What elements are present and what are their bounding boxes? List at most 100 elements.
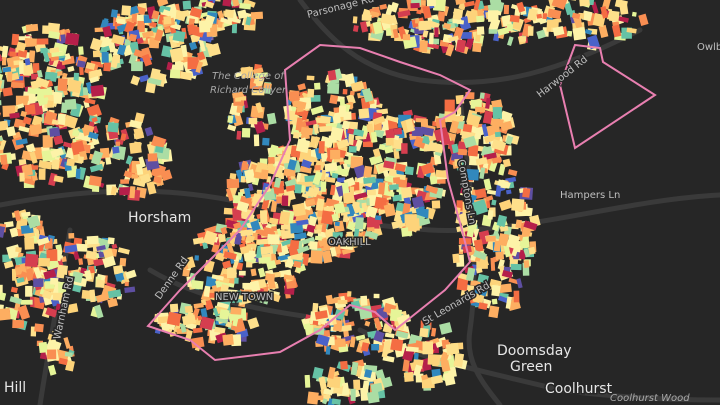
building xyxy=(196,51,206,61)
building xyxy=(400,186,413,199)
building xyxy=(169,303,179,313)
building xyxy=(521,226,532,240)
building xyxy=(131,173,139,179)
building xyxy=(24,58,31,66)
building xyxy=(523,248,530,258)
building xyxy=(56,37,64,49)
building xyxy=(319,125,333,133)
building xyxy=(499,225,509,232)
building xyxy=(496,214,508,227)
building xyxy=(184,305,194,313)
building xyxy=(310,250,323,264)
building xyxy=(373,293,380,299)
building xyxy=(375,369,386,381)
building xyxy=(1,45,9,58)
building xyxy=(330,149,341,160)
building xyxy=(0,292,7,301)
building xyxy=(402,203,411,216)
poi-label: The College of xyxy=(212,71,285,82)
building xyxy=(214,326,226,334)
building xyxy=(66,303,79,314)
building xyxy=(363,176,377,184)
building xyxy=(350,361,359,376)
building xyxy=(253,75,265,86)
building xyxy=(195,61,204,74)
building xyxy=(331,213,340,222)
building xyxy=(89,75,100,84)
building xyxy=(369,154,383,166)
building xyxy=(457,148,468,156)
building xyxy=(491,199,497,206)
building xyxy=(296,219,309,226)
building xyxy=(28,50,36,63)
building xyxy=(551,0,568,10)
building xyxy=(411,195,425,209)
building xyxy=(527,8,538,21)
building xyxy=(241,128,251,138)
building xyxy=(302,115,307,121)
building xyxy=(364,230,379,240)
building xyxy=(419,126,434,137)
district-label: NEW TOWN xyxy=(215,292,273,303)
building xyxy=(24,104,36,115)
building xyxy=(481,123,489,137)
building xyxy=(378,182,386,195)
building xyxy=(291,114,300,126)
building xyxy=(566,30,573,37)
building xyxy=(444,99,455,112)
building xyxy=(36,69,43,78)
building xyxy=(78,46,84,55)
building xyxy=(326,375,341,389)
building xyxy=(0,307,11,321)
building xyxy=(346,221,357,231)
building xyxy=(15,138,28,146)
building xyxy=(172,30,186,43)
building xyxy=(321,223,327,233)
building xyxy=(237,9,248,19)
building xyxy=(309,241,318,250)
building xyxy=(251,193,262,208)
building xyxy=(120,179,129,184)
building xyxy=(621,27,632,39)
building xyxy=(66,79,82,94)
building xyxy=(329,246,337,257)
building xyxy=(396,314,412,325)
building xyxy=(331,172,339,179)
building xyxy=(312,366,324,380)
building xyxy=(472,42,482,53)
building xyxy=(435,169,448,178)
building xyxy=(353,379,361,391)
building xyxy=(232,91,244,99)
building xyxy=(173,321,182,333)
poi-label: Richard Collyer xyxy=(210,85,287,96)
building xyxy=(169,47,184,63)
building xyxy=(86,235,99,245)
building xyxy=(204,0,215,9)
building xyxy=(503,4,510,15)
building xyxy=(322,250,333,264)
building xyxy=(342,191,355,204)
building xyxy=(360,295,368,306)
building xyxy=(261,198,270,211)
building xyxy=(211,274,224,281)
building xyxy=(402,359,410,372)
building xyxy=(384,332,395,339)
building xyxy=(296,245,310,254)
building xyxy=(366,123,374,133)
building xyxy=(324,227,337,242)
building xyxy=(497,27,510,36)
place-label: Owlb xyxy=(697,42,720,53)
building xyxy=(5,109,11,116)
building xyxy=(125,155,133,165)
building xyxy=(124,21,136,34)
building xyxy=(431,200,441,209)
building xyxy=(475,106,486,113)
building xyxy=(300,126,314,136)
building xyxy=(224,9,235,19)
building xyxy=(236,130,242,140)
building xyxy=(404,166,414,176)
building xyxy=(231,0,240,7)
building xyxy=(116,18,126,25)
building xyxy=(498,163,506,176)
building xyxy=(287,159,297,171)
